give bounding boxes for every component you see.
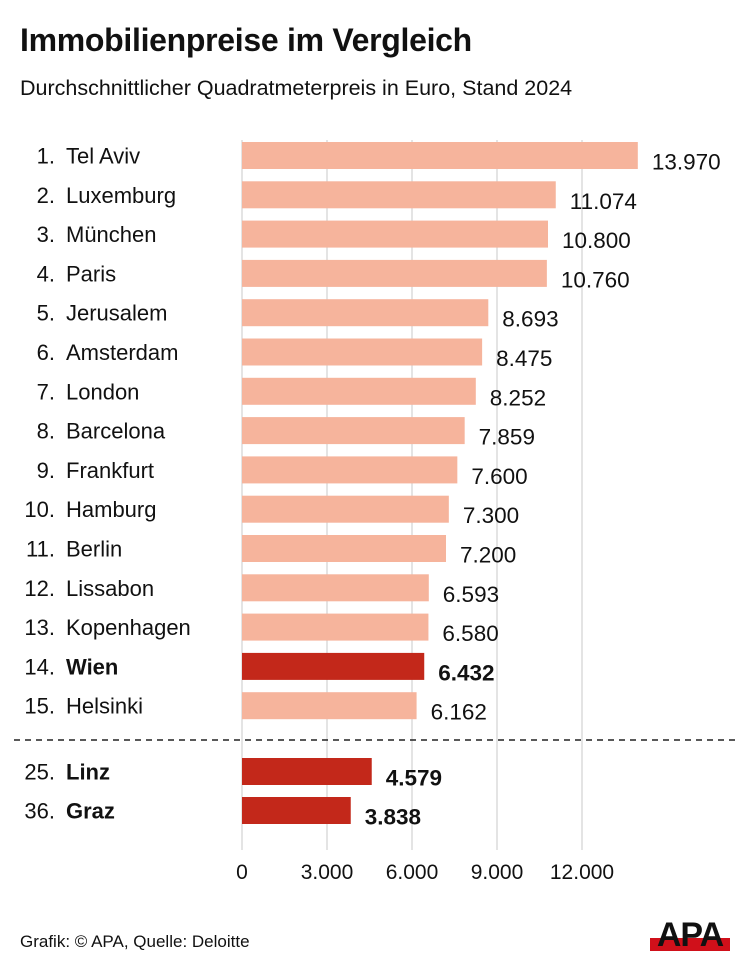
bar-münchen [242,220,548,248]
city-label: München [66,222,157,247]
rank-label: 7. [37,379,55,404]
rank-label: 12. [24,576,55,601]
city-label: Barcelona [66,419,166,444]
rank-label: 2. [37,183,55,208]
city-label: Kopenhagen [66,615,191,640]
apa-logo: APA [650,916,730,954]
value-label: 3.838 [365,805,421,830]
bar-graz [242,797,351,824]
city-label: Luxemburg [66,183,176,208]
rank-label: 15. [24,694,55,719]
rank-label: 5. [37,301,55,326]
value-label: 8.693 [502,307,558,332]
rank-label: 9. [37,458,55,483]
bar-frankfurt [242,456,458,484]
value-label: 7.859 [479,425,535,450]
chart-subtitle: Durchschnittlicher Quadratmeterpreis in … [20,76,573,100]
rank-label: 4. [37,261,55,286]
value-label: 10.760 [561,267,630,292]
value-label: 11.074 [570,189,637,214]
city-label: Amsterdam [66,340,178,365]
bar-helsinki [242,692,417,720]
rank-label: 10. [24,497,55,522]
bar-london [242,377,476,405]
rank-label: 25. [24,760,55,785]
bar-chart: 0 3.000 6.000 9.000 12.000 1. Tel Aviv 13.970 2.… [14,140,736,884]
value-label: 7.600 [471,464,527,489]
bar-luxemburg [242,181,556,209]
rank-label: 14. [24,654,55,679]
bar-tel aviv [242,142,638,169]
x-tick-label: 3.000 [301,861,354,884]
rank-label: 1. [37,144,55,169]
city-label: Hamburg [66,497,156,522]
value-label: 7.200 [460,543,516,568]
city-label: Graz [66,799,115,824]
bar-linz [242,758,372,785]
city-label: Jerusalem [66,301,167,326]
value-label: 8.252 [490,385,546,410]
bar-amsterdam [242,338,483,366]
rank-label: 3. [37,222,55,247]
x-tick-label: 12.000 [550,861,614,884]
x-tick-label: 9.000 [471,861,524,884]
city-label: Berlin [66,537,122,562]
bar-berlin [242,535,446,562]
value-label: 6.162 [431,700,487,725]
value-label: 10.800 [562,228,631,253]
bar-jerusalem [242,299,489,327]
x-tick-label: 6.000 [386,861,439,884]
rank-label: 36. [24,799,55,824]
city-label: Linz [66,760,110,785]
bar-hamburg [242,495,449,523]
value-label: 7.300 [463,503,519,528]
city-label: Helsinki [66,694,143,719]
rank-label: 8. [37,419,55,444]
value-label: 6.580 [442,621,498,646]
value-label: 6.593 [443,582,499,607]
city-label: Tel Aviv [66,144,140,169]
svg-text:APA: APA [657,916,724,954]
city-label: Lissabon [66,576,154,601]
value-label: 13.970 [652,150,721,175]
city-label: Frankfurt [66,458,154,483]
bar-kopenhagen [242,613,429,641]
bar-lissabon [242,574,429,602]
rank-label: 13. [24,615,55,640]
city-label: London [66,379,139,404]
source-note: Grafik: © APA, Quelle: Deloitte [20,932,250,951]
bar-paris [242,259,547,287]
city-label: Wien [66,654,118,679]
rank-label: 6. [37,340,55,365]
city-label: Paris [66,261,116,286]
value-label: 6.432 [438,660,494,685]
value-label: 8.475 [496,346,552,371]
chart-title: Immobilienpreise im Vergleich [20,22,472,58]
value-label: 4.579 [386,766,442,791]
x-tick-label: 0 [236,861,248,884]
rank-label: 11. [26,537,55,562]
bar-wien [242,652,425,680]
bar-barcelona [242,417,465,445]
